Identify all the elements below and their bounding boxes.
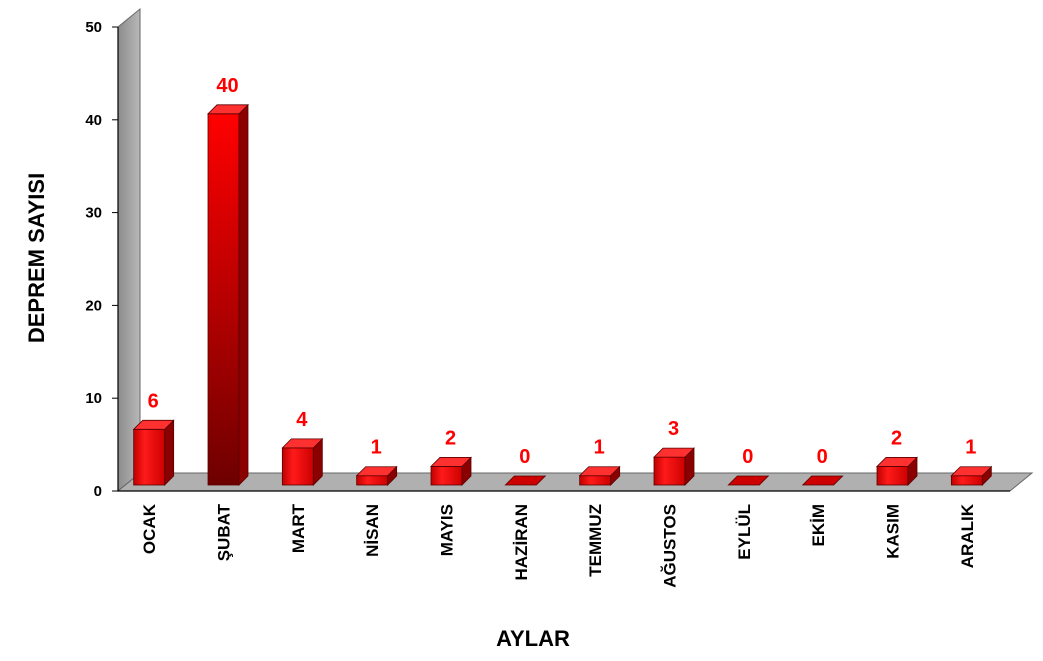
data-label: 4 — [296, 409, 308, 431]
x-tick-label: HAZİRAN — [512, 504, 531, 581]
bar: 1 — [355, 437, 398, 486]
bar: 6 — [132, 390, 175, 486]
data-label: 0 — [742, 446, 753, 468]
data-label: 1 — [594, 437, 605, 459]
left-wall — [117, 7, 141, 493]
bar-top — [207, 104, 249, 115]
data-label: 0 — [817, 446, 828, 468]
plot-walls — [116, 7, 1034, 493]
bar-top — [876, 457, 918, 467]
bar-front — [950, 475, 983, 486]
bar-top — [281, 438, 324, 449]
bar-top — [950, 466, 993, 477]
data-label: 6 — [148, 390, 159, 412]
data-label: 0 — [519, 446, 530, 468]
y-axis-ticks: 0 10 20 30 40 50 — [85, 19, 118, 500]
bar-top — [430, 457, 472, 467]
bar-top — [727, 475, 770, 486]
y-tick-label: 30 — [85, 205, 102, 222]
x-tick-label: MART — [289, 503, 308, 553]
bar-top — [578, 466, 621, 477]
bar: 2 — [430, 427, 472, 486]
bar-top — [504, 475, 547, 486]
data-label: 2 — [891, 427, 902, 449]
bar: 40 — [207, 75, 249, 486]
bar-front — [579, 475, 612, 486]
data-label: 40 — [216, 75, 238, 97]
bar: 1 — [950, 437, 993, 486]
bar: 1 — [578, 437, 621, 486]
x-tick-label: EKİM — [809, 504, 828, 547]
x-tick-label: ARALIK — [958, 503, 977, 568]
bar-front — [876, 466, 909, 486]
bar-side — [238, 103, 249, 486]
x-tick-label: NİSAN — [363, 504, 382, 557]
bar-front — [207, 113, 240, 486]
y-tick-label: 40 — [85, 112, 102, 129]
data-label: 2 — [445, 427, 456, 449]
bar: 3 — [653, 418, 695, 486]
x-tick-label: TEMMUZ — [586, 504, 605, 577]
y-tick-label: 20 — [85, 297, 102, 314]
x-tick-label: ŞUBAT — [215, 503, 234, 561]
bar-front — [653, 456, 686, 486]
y-axis-label: DEPREM SAYISI — [24, 173, 49, 343]
bar: 0 — [727, 446, 770, 486]
bar-top — [355, 466, 398, 477]
data-label: 3 — [668, 418, 679, 440]
bar-top — [132, 419, 175, 430]
y-tick-label: 10 — [85, 390, 102, 407]
y-tick-label: 0 — [94, 483, 102, 500]
bar-top — [653, 447, 695, 458]
bar-front — [133, 428, 166, 486]
bar-top — [801, 475, 844, 486]
bar: 0 — [801, 446, 844, 486]
bar: 0 — [504, 446, 547, 486]
bar: 4 — [281, 409, 324, 486]
x-tick-label: EYLÜL — [735, 504, 754, 560]
x-tick-label: AĞUSTOS — [661, 504, 680, 588]
data-label: 1 — [965, 437, 976, 459]
x-tick-label: KASIM — [884, 504, 903, 559]
bars: 6 40 4 1 2 0 1 3 0 0 2 1 — [132, 75, 993, 486]
x-axis-categories: OCAK ŞUBAT MART NİSAN MAYIS HAZİRAN TEMMUZ AĞUS… — [140, 503, 977, 587]
bar-front — [356, 475, 389, 486]
bar: 2 — [876, 427, 918, 486]
x-tick-label: MAYIS — [438, 504, 457, 556]
data-label: 1 — [371, 437, 382, 459]
bar-front — [430, 466, 463, 486]
bar-side — [164, 419, 175, 486]
bar-front — [281, 447, 314, 486]
x-tick-label: OCAK — [140, 503, 159, 554]
y-tick-label: 50 — [85, 19, 102, 36]
x-axis-label: AYLAR — [496, 626, 570, 651]
